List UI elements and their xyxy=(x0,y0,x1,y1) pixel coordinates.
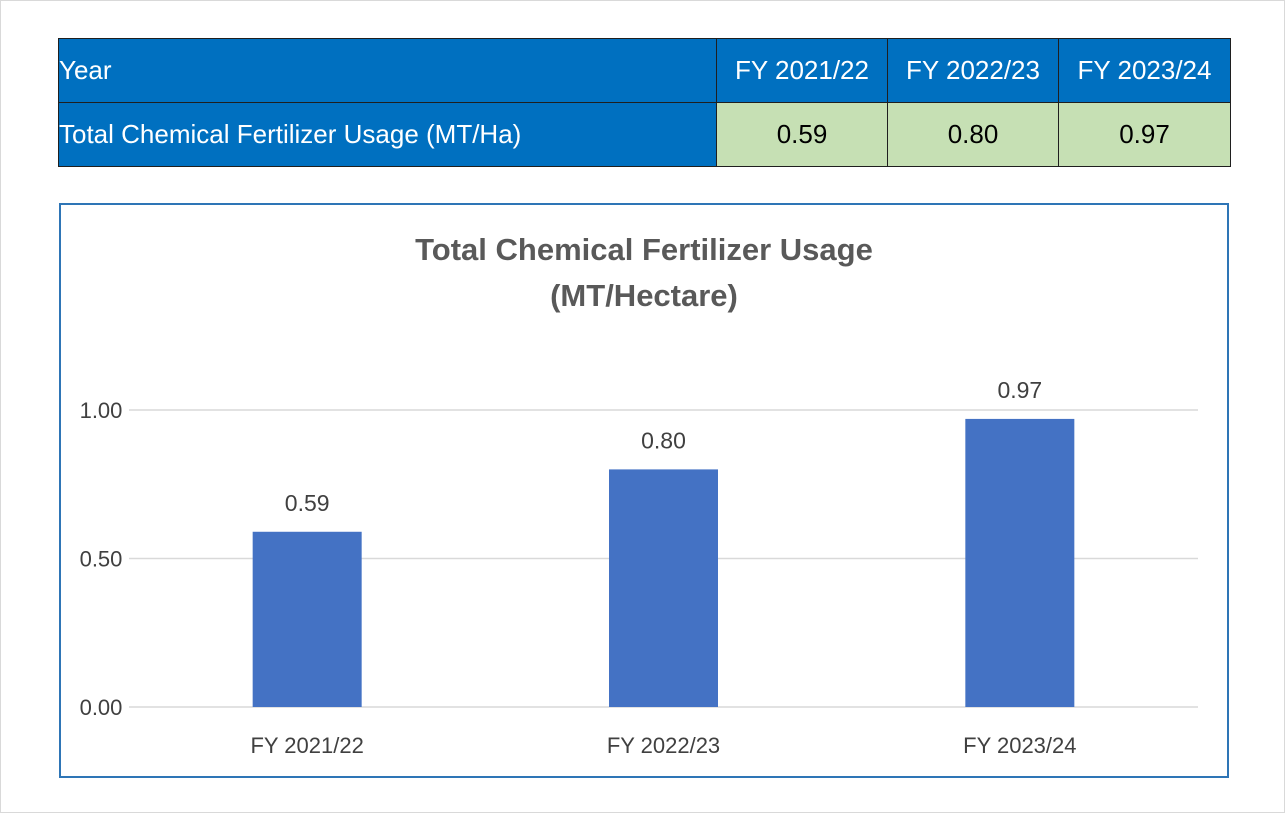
column-header-fy2022-23: FY 2022/23 xyxy=(887,38,1059,103)
fertilizer-summary-table: Year FY 2021/22 FY 2022/23 FY 2023/24 To… xyxy=(58,38,1231,167)
data-label: 0.97 xyxy=(997,377,1042,403)
chart-container: Total Chemical Fertilizer Usage (MT/Hect… xyxy=(59,203,1229,778)
x-tick-label: FY 2022/23 xyxy=(607,733,720,758)
bar xyxy=(609,469,718,707)
x-tick-label: FY 2021/22 xyxy=(250,733,363,758)
data-label: 0.59 xyxy=(285,490,330,516)
value-cell-fy2023-24: 0.97 xyxy=(1058,102,1231,167)
chart-title-line-2: (MT/Hectare) xyxy=(550,278,738,313)
y-tick-label: 0.00 xyxy=(80,695,123,720)
data-label: 0.80 xyxy=(641,427,686,453)
labels: 0.00 0.50 1.00 0.59 FY 2021/22 0.80 FY 2022/23… xyxy=(80,377,1077,758)
value-cell-fy2021-22: 0.59 xyxy=(716,102,888,167)
x-tick-label: FY 2023/24 xyxy=(963,733,1076,758)
year-header-cell: Year xyxy=(58,38,717,103)
table-row: Total Chemical Fertilizer Usage (MT/Ha) … xyxy=(58,102,1231,167)
y-tick-label: 0.50 xyxy=(80,547,123,572)
bars xyxy=(252,418,1075,707)
y-tick-label: 1.00 xyxy=(80,398,123,423)
table-header-row: Year FY 2021/22 FY 2022/23 FY 2023/24 xyxy=(58,38,1231,103)
metric-label-cell: Total Chemical Fertilizer Usage (MT/Ha) xyxy=(58,102,717,167)
column-header-fy2021-22: FY 2021/22 xyxy=(716,38,888,103)
column-header-fy2023-24: FY 2023/24 xyxy=(1058,38,1231,103)
bar xyxy=(252,531,362,707)
bar xyxy=(965,418,1075,707)
value-cell-fy2022-23: 0.80 xyxy=(887,102,1059,167)
chart-title-line-1: Total Chemical Fertilizer Usage xyxy=(415,232,873,267)
bar-chart: Total Chemical Fertilizer Usage (MT/Hect… xyxy=(80,232,1198,758)
